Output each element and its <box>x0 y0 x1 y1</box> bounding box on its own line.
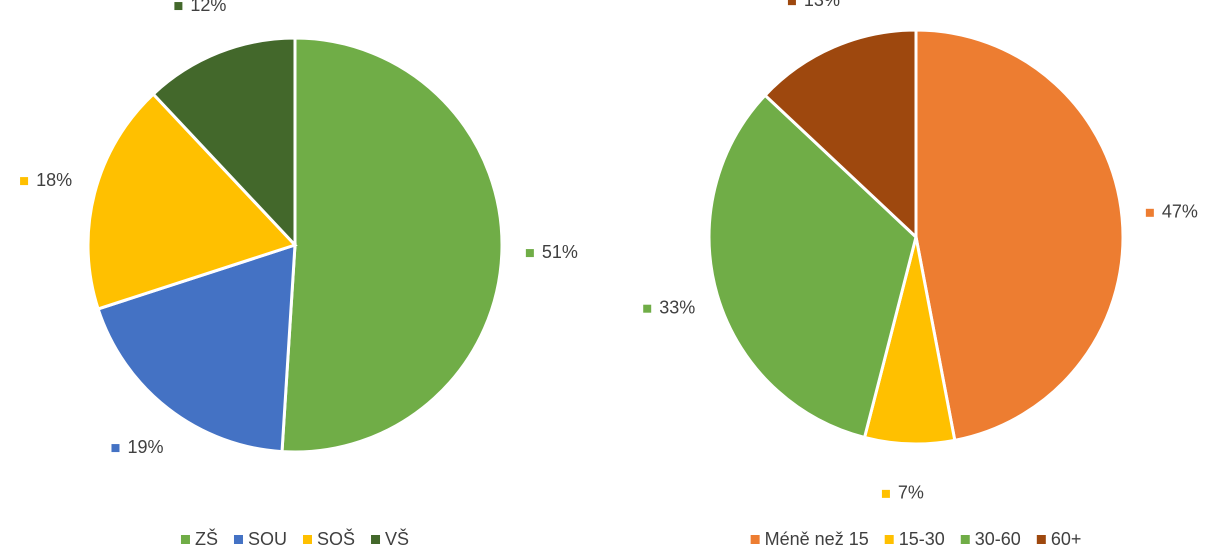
label-marker <box>1145 208 1154 217</box>
data-label: 47% <box>1162 202 1198 222</box>
pie-slice <box>280 36 504 454</box>
label-marker <box>881 489 890 498</box>
data-label: 18% <box>36 170 72 190</box>
label-marker <box>20 177 29 186</box>
legend-label: Méně než 15 <box>765 529 869 549</box>
legend-marker <box>303 535 312 544</box>
label-marker <box>111 444 120 453</box>
data-label: 19% <box>127 437 163 457</box>
legend-marker <box>233 535 243 544</box>
pie-slice <box>707 93 918 440</box>
pie-slice <box>96 242 297 454</box>
legend: Méně než 15 15-30 30-60 60+ <box>750 529 1082 549</box>
pie-slice <box>86 91 298 311</box>
legend-marker <box>884 535 894 544</box>
legend-label: 15-30 <box>899 529 945 549</box>
legend-label: 30-60 <box>975 529 1021 549</box>
legend: ZŠ SOU SOŠ VŠ <box>180 528 409 549</box>
legend-marker <box>1036 535 1046 544</box>
pie-slice <box>151 36 297 249</box>
legend-label: VŠ <box>385 528 409 549</box>
legend-marker <box>750 535 760 544</box>
label-marker <box>174 2 183 11</box>
legend-label: 60+ <box>1051 529 1082 549</box>
pie-slice <box>762 28 918 241</box>
data-label: 51% <box>542 242 578 262</box>
label-marker <box>643 304 652 313</box>
data-label: 12% <box>190 0 226 15</box>
data-label: 13% <box>804 0 840 10</box>
data-label: 33% <box>659 297 695 317</box>
label-marker <box>787 0 796 6</box>
legend-label: SOU <box>248 529 287 549</box>
legend-label: ZŠ <box>195 528 218 549</box>
legend-marker <box>960 535 970 544</box>
legend-label: SOŠ <box>317 528 355 549</box>
legend-marker <box>371 535 381 544</box>
data-label: 7% <box>898 483 924 503</box>
label-marker <box>525 249 534 258</box>
pie-slice <box>914 28 1125 443</box>
legend-marker <box>180 535 190 544</box>
